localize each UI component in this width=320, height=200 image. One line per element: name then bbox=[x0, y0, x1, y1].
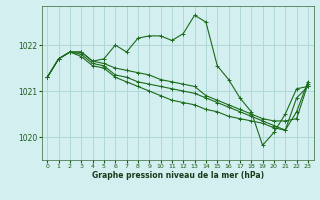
X-axis label: Graphe pression niveau de la mer (hPa): Graphe pression niveau de la mer (hPa) bbox=[92, 171, 264, 180]
